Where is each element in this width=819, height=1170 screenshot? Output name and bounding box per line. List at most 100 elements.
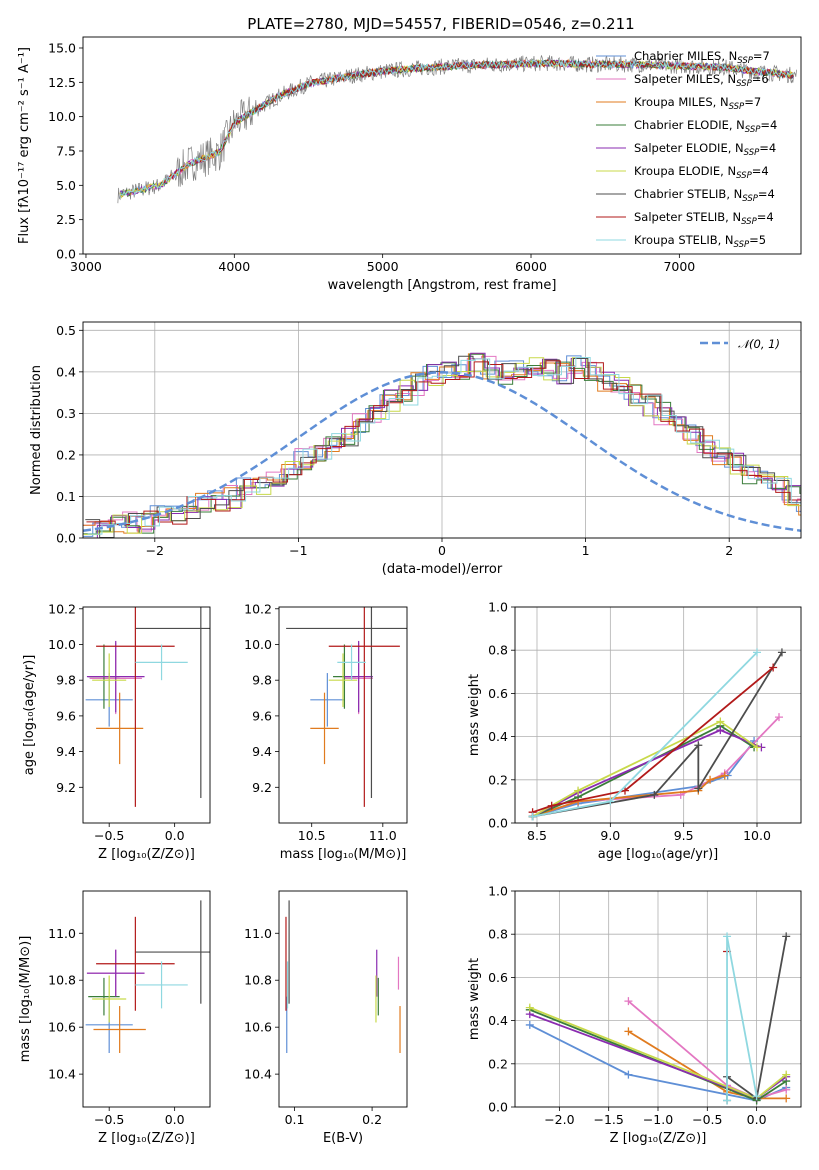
panel-residuals: −2 −1 0 1 2 0.0 0.1 0.2 0.3 0.4 0.5 (data-model)/er… xyxy=(29,321,802,577)
y-tick-label: 9.4 xyxy=(56,744,76,759)
axes-frame xyxy=(82,606,211,824)
x-tick-label: 8.5 xyxy=(527,828,547,843)
mass-weight-marker xyxy=(782,1085,791,1094)
legend-nssp-prefix: , N xyxy=(726,187,742,201)
mass-weight-marker xyxy=(528,812,537,821)
mass-weight-marker xyxy=(753,648,761,657)
y-tick-label: 0.6 xyxy=(488,686,508,701)
mass-weight-marker xyxy=(694,784,703,793)
mass-weight-line-chabrier-stelib xyxy=(532,651,783,818)
panel-massweight-vs-age: 8.5 9.0 9.5 10.0 0.0 0.2 0.4 0.6 0.8 1.0 age [log₁… xyxy=(467,600,802,862)
mass-weight-marker xyxy=(624,1027,633,1036)
mass-weight-marker xyxy=(723,1096,732,1105)
y-tick-label: 10.2 xyxy=(244,601,272,616)
x-tick-label: −0.5 xyxy=(94,828,124,843)
legend-nssp-subscript: SSP xyxy=(744,148,760,158)
errorbar-point-kroupa-miles xyxy=(96,692,144,765)
x-axis-label: age [log₁₀(age/yr)] xyxy=(598,847,719,862)
errorbar-point-salpeter-stelib xyxy=(328,607,400,807)
errorbar-point-kroupa-miles xyxy=(310,692,339,765)
x-tick-label: 4000 xyxy=(218,259,250,274)
legend-entry: Salpeter MILES, NSSP=6 xyxy=(634,72,769,89)
y-tick-label: 0.0 xyxy=(56,531,76,546)
x-tick-label: 9.0 xyxy=(600,828,620,843)
legend-series-name: Salpeter MILES xyxy=(634,72,720,86)
errorbar-point-chabrier-miles xyxy=(310,673,345,727)
errorbar-point-kroupa-miles xyxy=(93,1006,146,1053)
legend-nssp-prefix: , N xyxy=(721,49,737,63)
normal-curve xyxy=(83,371,801,532)
y-tick-label: 10.4 xyxy=(48,1067,76,1082)
mass-weight-marker xyxy=(525,1003,534,1012)
y-tick-label: 9.2 xyxy=(252,780,272,795)
errorbar-point-chabrier-stelib xyxy=(135,900,210,1004)
mass-weight-marker xyxy=(769,663,778,672)
legend-nssp-subscript: SSP xyxy=(742,194,758,204)
x-tick-label: −1.0 xyxy=(643,1112,673,1127)
plot-area xyxy=(85,607,210,807)
x-tick-label: 1 xyxy=(582,543,590,558)
legend-nssp-prefix: , N xyxy=(720,164,736,178)
x-axis-label: (data-model)/error xyxy=(382,562,503,577)
mass-weight-marker xyxy=(716,717,725,726)
legend-entry: Kroupa STELIB, NSSP=5 xyxy=(634,233,766,250)
x-tick-label: −2.0 xyxy=(544,1112,574,1127)
model-spectrum-kroupa-stelib xyxy=(119,58,794,196)
legend-nssp-subscript: SSP xyxy=(736,171,752,181)
y-axis-label: age [log₁₀(age/yr)] xyxy=(22,655,37,776)
y-tick-label: 0.2 xyxy=(488,772,508,787)
legend-series-name: Kroupa STELIB xyxy=(634,233,718,247)
y-tick-label: 10.6 xyxy=(48,1020,76,1035)
y-tick-label: 1.0 xyxy=(488,884,508,899)
histogram-kroupa-stelib xyxy=(87,356,801,535)
y-tick-label: 0.8 xyxy=(488,643,508,658)
legend-nssp-prefix: , N xyxy=(728,141,744,155)
mass-weight-marker xyxy=(547,801,556,810)
mass-weight-marker xyxy=(706,775,715,784)
panel-age-vs-Z: −0.5 0.0 9.2 9.4 9.6 9.8 10.0 10.2 Z [log₁₀(Z/Z⊙… xyxy=(22,601,211,862)
x-tick-label: 0 xyxy=(438,543,446,558)
x-tick-label: 10.5 xyxy=(298,828,326,843)
plot-area xyxy=(528,648,786,821)
plot-area xyxy=(286,607,407,807)
histogram-kroupa-elodie xyxy=(84,357,801,535)
y-tick-label: 0.4 xyxy=(488,729,508,744)
y-tick-label: 9.8 xyxy=(252,673,272,688)
y-tick-label: 0.5 xyxy=(56,323,76,338)
x-tick-label: 0.0 xyxy=(165,828,185,843)
x-tick-label: 9.5 xyxy=(674,828,694,843)
axes-frame xyxy=(82,890,211,1108)
legend-series-name: Chabrier ELODIE xyxy=(634,118,729,132)
histogram-chabrier-miles xyxy=(83,355,801,537)
y-tick-label: 9.2 xyxy=(56,780,76,795)
legend-nssp-value: =6 xyxy=(752,72,769,86)
legend-nssp-prefix: , N xyxy=(718,233,734,247)
panel-spectrum: 3000 4000 5000 6000 7000 0.0 2.5 5.0 7.5 10.0 12.5… xyxy=(17,36,802,293)
axes-frame xyxy=(278,606,408,824)
y-tick-label: 0.2 xyxy=(56,447,76,462)
x-axis-label: wavelength [Angstrom, rest frame] xyxy=(328,278,557,293)
plot-area xyxy=(85,900,210,1053)
y-tick-label: 10.8 xyxy=(48,973,76,988)
legend-entry: Salpeter STELIB, NSSP=4 xyxy=(634,210,774,227)
axes-frame xyxy=(514,606,802,824)
x-tick-label: 0.2 xyxy=(362,1112,382,1127)
mass-weight-line-kroupa-elodie xyxy=(532,720,758,818)
legend-series-name: Salpeter STELIB xyxy=(634,210,725,224)
mass-weight-line-salpeter-stelib xyxy=(532,666,774,814)
x-axis-label: Z [log₁₀(Z/Z⊙)] xyxy=(98,1131,195,1146)
x-axis-label: E(B-V) xyxy=(323,1131,363,1146)
legend-nssp-subscript: SSP xyxy=(745,125,761,135)
y-tick-label: 10.2 xyxy=(48,601,76,616)
histogram-salpeter-miles xyxy=(83,355,801,532)
x-tick-label: −1.5 xyxy=(594,1112,624,1127)
panel-massweight-vs-Z: −2.0 −1.5 −1.0 −0.5 0.0 0.0 0.2 0.4 0.6 0.8 1.0 Z [… xyxy=(467,884,802,1146)
axes-frame xyxy=(82,321,802,539)
x-axis-label: Z [log₁₀(Z/Z⊙)] xyxy=(610,1131,707,1146)
y-tick-label: 0.0 xyxy=(488,1100,508,1115)
x-tick-label: 0.1 xyxy=(285,1112,305,1127)
legend-nssp-value: =7 xyxy=(753,49,770,63)
legend-series-name: Chabrier STELIB xyxy=(634,187,726,201)
mass-weight-marker xyxy=(775,713,783,722)
